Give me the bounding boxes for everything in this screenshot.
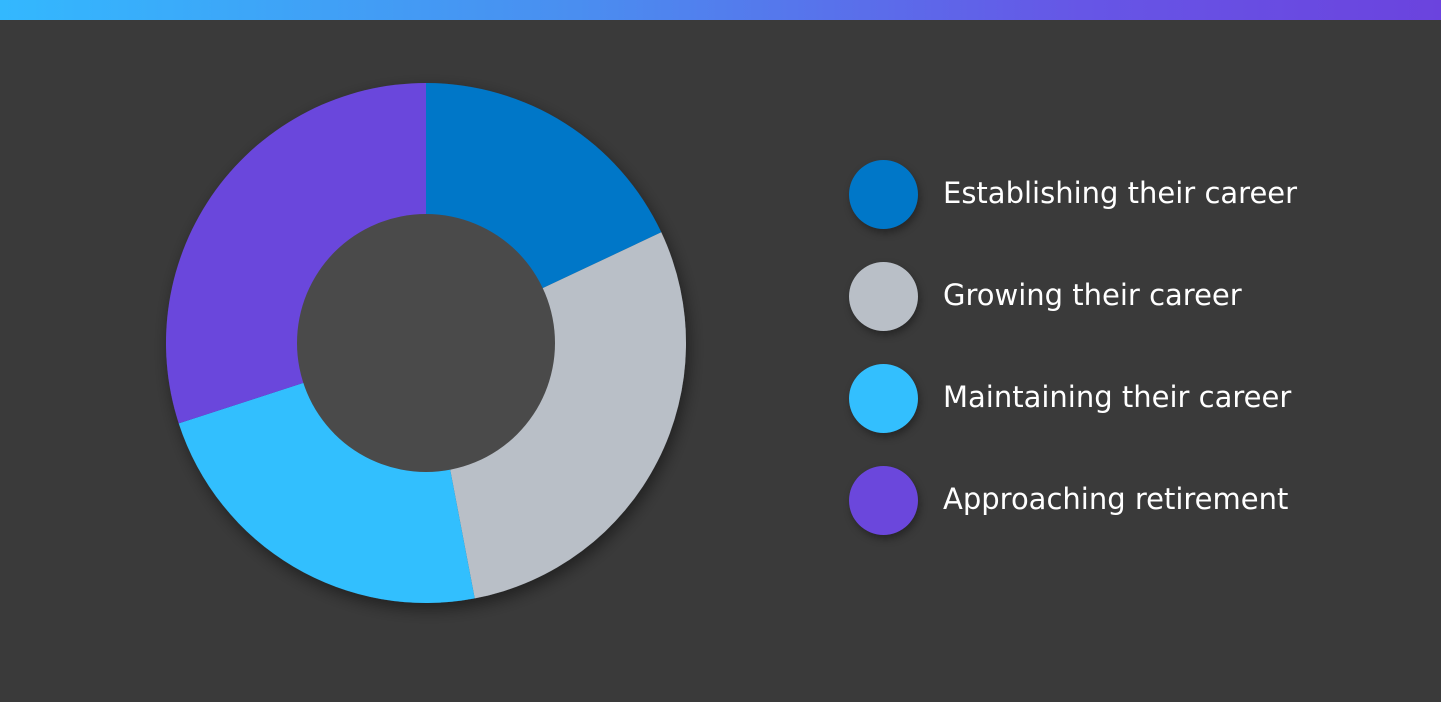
legend-item-growing: Growing their career [849,262,1409,332]
legend-swatch-maintaining [849,364,918,433]
legend: Establishing their career Growing their … [849,160,1409,540]
legend-swatch-establishing [849,160,918,229]
legend-item-establishing: Establishing their career [849,160,1409,230]
legend-label-maintaining: Maintaining their career [943,380,1292,414]
legend-swatch-approaching [849,466,918,535]
legend-label-growing: Growing their career [943,278,1242,312]
legend-item-approaching: Approaching retirement [849,466,1409,536]
legend-label-approaching: Approaching retirement [943,482,1289,516]
legend-swatch-growing [849,262,918,331]
legend-label-establishing: Establishing their career [943,176,1298,210]
top-gradient-bar [0,0,1441,20]
legend-item-maintaining: Maintaining their career [849,364,1409,434]
donut-hole [297,214,555,472]
